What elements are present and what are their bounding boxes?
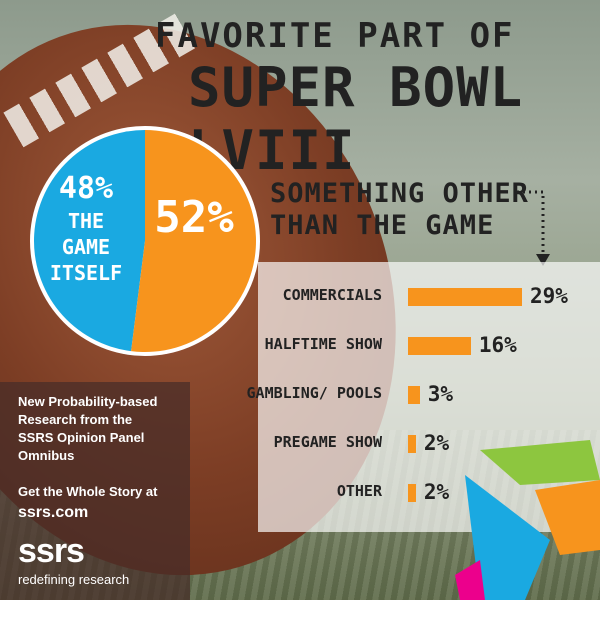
dotted-arrow-icon: [517, 190, 550, 266]
blurb-line-2: Research from the: [18, 412, 133, 427]
pink-shape: [455, 560, 485, 600]
bar-value-label: 16%: [478, 333, 517, 357]
blue-shape: [465, 475, 550, 600]
website-link[interactable]: ssrs.com: [18, 504, 89, 521]
bar-subtitle-line-1: SOMETHING OTHER: [270, 178, 529, 209]
bar-label: GAMBLING/ POOLS: [246, 384, 382, 402]
pie-category-label-line-0: THE: [68, 209, 104, 233]
blurb-line-4: Omnibus: [18, 448, 75, 463]
pie-slice-0: [33, 130, 145, 352]
bar: [408, 386, 420, 404]
bar: [408, 288, 522, 306]
pie-value-label-1: 52%: [154, 192, 234, 243]
bar-value-label: 3%: [427, 382, 454, 406]
green-shape: [480, 440, 600, 485]
pie-category-label-line-2: ITSELF: [50, 261, 122, 285]
bar-label: PREGAME SHOW: [273, 433, 382, 451]
pie-value-label-0: 48%: [59, 171, 113, 206]
blurb-line-3: SSRS Opinion Panel: [18, 430, 145, 445]
bar: [408, 484, 416, 502]
decorative-shapes: [455, 440, 600, 600]
blurb-line-1: New Probability-based: [18, 394, 158, 409]
info-box: [0, 382, 190, 600]
title-line-1: FAVORITE PART OF: [155, 16, 515, 56]
bar-label: COMMERCIALS: [282, 286, 382, 304]
bar-label: OTHER: [336, 482, 382, 500]
ssrs-logo: ssrs: [18, 532, 85, 570]
cta-text: Get the Whole Story at: [18, 484, 158, 499]
bar-value-label: 29%: [530, 284, 568, 308]
bar-value-label: 2%: [423, 431, 450, 455]
orange-shape: [535, 480, 600, 555]
bar-subtitle-line-2: THAN THE GAME: [270, 210, 495, 241]
pie-category-label-line-1: GAME: [62, 235, 110, 259]
logo-tagline: redefining research: [18, 572, 130, 587]
bar: [408, 337, 471, 355]
bar-value-label: 2%: [423, 480, 450, 504]
pie-slice-1: [131, 130, 256, 352]
bar-label: HALFTIME SHOW: [264, 335, 382, 353]
bar-chart-panel: [258, 262, 600, 532]
bar: [408, 435, 416, 453]
